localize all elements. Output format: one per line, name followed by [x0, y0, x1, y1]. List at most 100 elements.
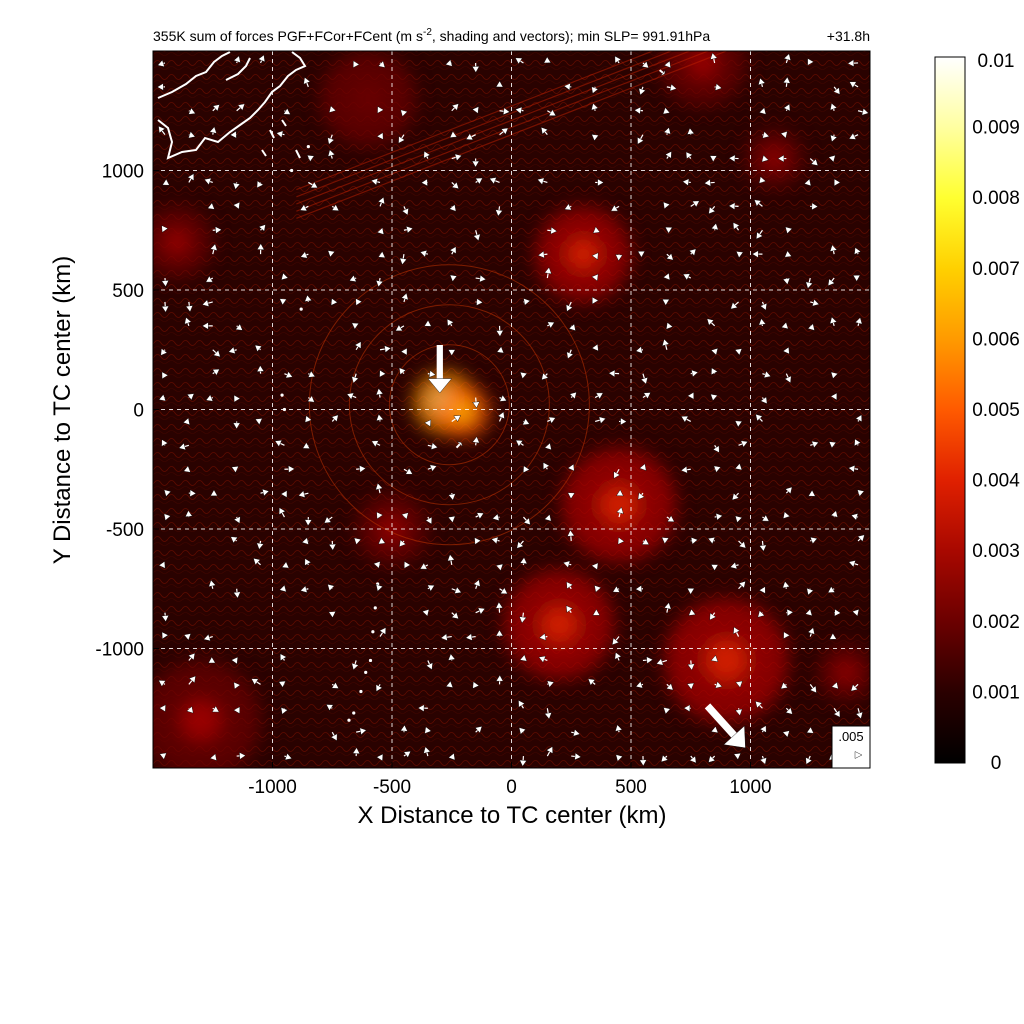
- force-vector: [451, 181, 460, 190]
- force-vector: [519, 557, 528, 565]
- force-vector: [401, 512, 409, 520]
- force-vector: [178, 442, 190, 451]
- force-vector: [714, 681, 723, 689]
- force-vector: [686, 588, 695, 595]
- force-vector: [233, 588, 241, 599]
- force-vector: [425, 660, 433, 670]
- force-vector: [806, 726, 814, 734]
- force-vector: [308, 181, 319, 189]
- force-vector: [491, 536, 500, 545]
- force-vector: [611, 636, 620, 646]
- force-vector: [212, 226, 222, 234]
- force-vector: [448, 493, 456, 501]
- force-vector: [395, 324, 405, 332]
- force-vector: [761, 154, 769, 163]
- force-vector: [591, 86, 599, 94]
- force-vector: [786, 608, 794, 617]
- force-vector: [352, 60, 360, 69]
- force-vector: [283, 107, 291, 115]
- force-vector: [203, 177, 213, 186]
- force-vector: [451, 611, 459, 620]
- force-vector: [734, 348, 743, 356]
- force-vector: [666, 253, 674, 261]
- force-vector: [830, 510, 838, 518]
- force-vector: [304, 558, 312, 566]
- force-vector: [759, 540, 767, 552]
- force-vector: [617, 537, 625, 545]
- force-vector: [212, 104, 220, 112]
- force-vector: [522, 418, 530, 426]
- force-vector: [519, 612, 527, 624]
- y-tick-label: 500: [112, 281, 144, 302]
- force-vector: [857, 534, 865, 542]
- x-tick-label: -1000: [248, 777, 297, 798]
- force-vector: [158, 680, 166, 687]
- force-vector: [207, 202, 215, 210]
- force-vector: [471, 106, 479, 114]
- force-vector: [781, 321, 789, 330]
- force-vector: [256, 540, 264, 550]
- force-vector: [445, 680, 454, 688]
- island: [280, 393, 284, 397]
- force-vector: [546, 680, 555, 688]
- force-vector: [615, 754, 623, 762]
- colorbar-tick-label: 0.005: [972, 400, 1020, 421]
- force-vector: [613, 468, 621, 479]
- force-vector: [805, 755, 813, 765]
- force-vector: [806, 587, 814, 596]
- force-vector: [473, 579, 481, 589]
- reference-vector-box: [831, 725, 870, 768]
- force-vector: [664, 151, 672, 159]
- force-vector: [328, 540, 337, 551]
- force-vector: [351, 660, 359, 671]
- force-vector: [568, 323, 576, 332]
- force-vector: [376, 413, 384, 422]
- force-vector: [328, 105, 337, 113]
- force-vector: [759, 725, 767, 733]
- force-vector: [728, 202, 739, 211]
- force-vector: [595, 178, 605, 187]
- force-vector: [212, 349, 221, 358]
- force-vector: [232, 201, 240, 210]
- force-vector: [591, 562, 599, 571]
- force-vector: [591, 102, 599, 111]
- force-vector: [782, 277, 791, 285]
- force-vector: [423, 319, 432, 327]
- force-vector: [566, 581, 574, 590]
- force-vector: [523, 298, 531, 306]
- force-vector: [156, 83, 165, 91]
- island: [352, 711, 356, 715]
- force-vector: [284, 371, 293, 379]
- force-vector: [233, 516, 241, 524]
- force-vector: [780, 681, 789, 690]
- force-vector: [733, 752, 742, 761]
- force-vector: [608, 369, 620, 378]
- island: [373, 606, 377, 610]
- force-vector: [857, 489, 865, 497]
- force-vector: [710, 654, 719, 663]
- force-vector: [564, 203, 572, 211]
- force-vector: [810, 299, 820, 307]
- force-vector: [162, 178, 170, 186]
- force-vector: [682, 273, 692, 281]
- force-vector: [565, 301, 573, 312]
- force-vector: [186, 705, 194, 714]
- force-vector: [184, 316, 192, 327]
- force-vector: [281, 272, 289, 281]
- force-vector: [685, 151, 693, 160]
- force-vector: [738, 440, 749, 448]
- heatmap-hotspot-core: [704, 638, 749, 683]
- force-vector: [325, 704, 334, 712]
- force-vector: [543, 56, 552, 64]
- force-vector: [489, 177, 500, 185]
- force-vector: [280, 653, 287, 662]
- force-vector: [566, 349, 574, 360]
- force-vector: [495, 80, 504, 88]
- force-vector: [419, 562, 429, 570]
- force-vector: [616, 489, 624, 497]
- force-vector: [212, 368, 220, 376]
- force-vector: [425, 516, 433, 525]
- force-vector: [495, 325, 504, 337]
- force-vector: [758, 176, 767, 184]
- force-vector: [662, 107, 671, 115]
